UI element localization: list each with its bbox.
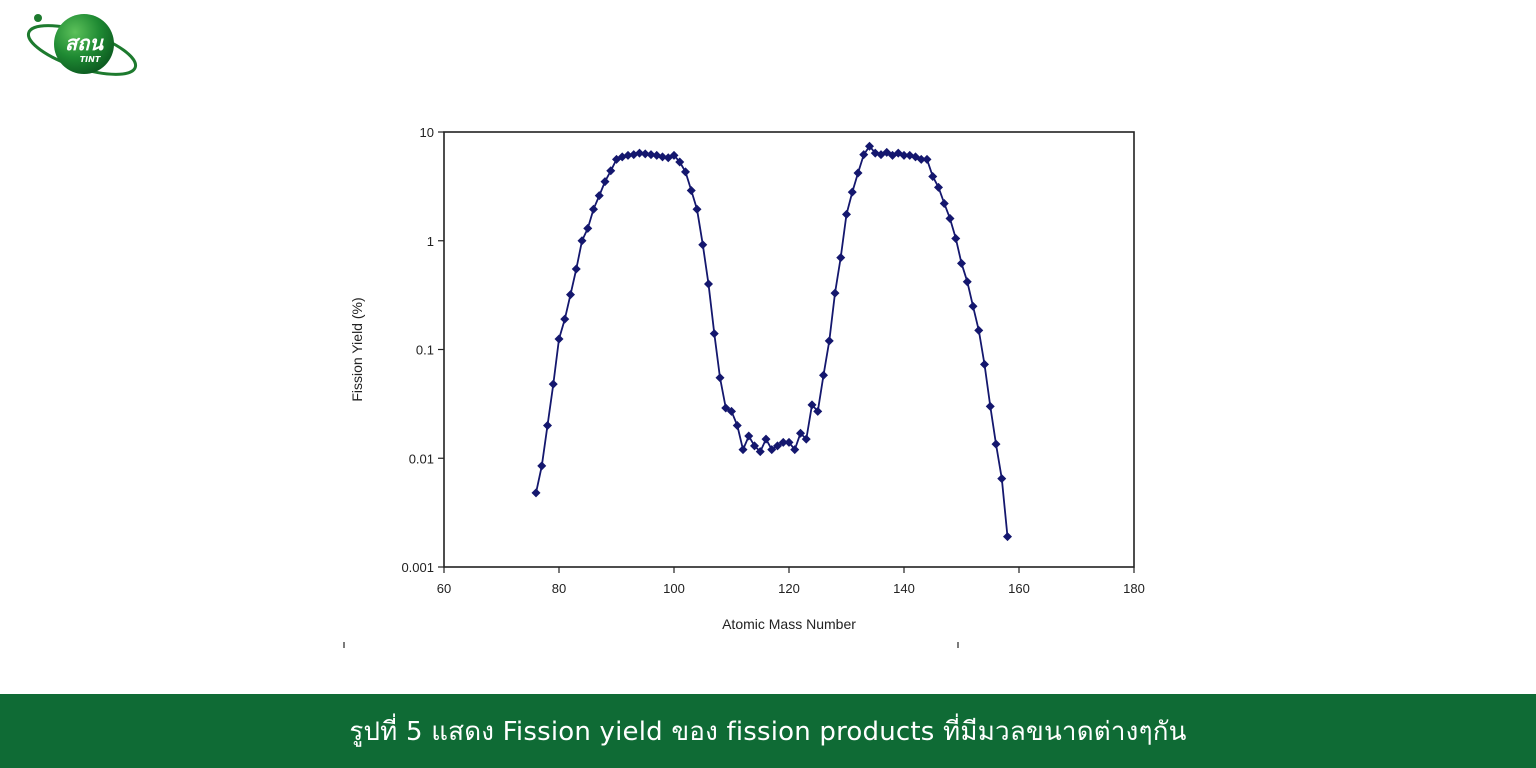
data-point [934,182,943,192]
data-point [853,168,863,178]
data-point [537,461,547,471]
y-tick-label: 10 [420,125,434,140]
data-point [566,290,575,300]
logo-text-sub: TINT [80,55,101,64]
fission-yield-chart: 60 80 100 120 140 160 180 0.001 0.01 0.1 1 10 Atomi… [330,110,1190,670]
data-point [727,406,736,416]
data-point [744,431,754,441]
x-tick-label: 80 [552,581,566,596]
data-point [686,185,696,195]
data-point [709,329,719,339]
x-tick-label: 100 [663,581,685,596]
data-point [778,437,788,447]
data-point [980,359,989,369]
y-tick-label: 0.01 [409,451,434,466]
data-point [1003,532,1012,542]
x-tick-label: 60 [437,581,451,596]
data-point [692,204,702,214]
data-point [842,209,851,219]
globe-orbit-logo-icon: สถน TINT [26,14,138,76]
data-point [859,150,869,160]
chart-svg: 60 80 100 120 140 160 180 0.001 0.01 0.1 1 10 Atomi… [343,125,1145,648]
y-tick-label: 1 [427,234,434,249]
data-point [548,379,558,389]
data-point [646,150,656,160]
data-point [968,301,978,311]
x-tick-label: 180 [1123,581,1145,596]
data-point [836,253,846,263]
x-tick-label: 140 [893,581,915,596]
data-point [847,187,857,197]
data-point [819,370,828,380]
data-point [985,401,995,411]
plot-frame [443,131,1135,568]
data-point [807,400,817,410]
data-point [773,441,782,451]
data-point [669,150,679,160]
data-point [824,336,834,346]
data-point [698,240,708,250]
data-point [916,154,926,164]
data-point [928,171,938,181]
data-point [750,441,759,451]
y-tick-label: 0.1 [416,343,434,358]
data-point [962,277,972,287]
caption-text: รูปที่ 5 แสดง Fission yield ของ fission … [349,716,1187,747]
data-point [571,264,581,274]
data-point [600,177,610,187]
series-line [535,145,1009,537]
data-point [577,236,587,246]
data-point [830,288,840,298]
data-point [865,141,874,151]
data-point [715,373,725,383]
data-point [899,150,909,160]
data-point [957,258,966,268]
data-point [813,406,823,416]
x-tick-label: 120 [778,581,800,596]
data-point [755,447,765,457]
data-point [796,428,805,438]
data-point [784,437,794,447]
data-point [658,152,667,162]
x-axis-label: Atomic Mass Number [722,616,856,632]
data-point [531,488,541,498]
data-point [790,445,800,455]
data-point [732,421,742,431]
data-point [922,154,932,164]
y-axis-label: Fission Yield (%) [349,297,365,401]
data-point [606,166,616,176]
x-tick-label: 160 [1008,581,1030,596]
data-point [594,191,604,201]
data-point [635,148,644,158]
data-point [997,474,1007,484]
data-point [560,314,570,324]
data-point [974,325,984,335]
data-point [991,439,1001,449]
data-point [681,167,690,177]
data-point [675,157,685,167]
y-tick-label: 0.001 [401,560,434,575]
caption-bar: รูปที่ 5 แสดง Fission yield ของ fission … [0,694,1536,768]
data-point [554,334,564,344]
data-point [951,233,961,243]
data-point [721,403,731,413]
data-point [801,434,811,444]
data-point [623,150,633,160]
data-point [543,421,552,431]
data-point [945,214,955,224]
data-point [589,204,598,214]
data-point [640,149,650,159]
data-point [663,153,673,163]
data-point [761,434,771,444]
data-point [704,279,713,289]
data-point [738,445,748,455]
data-point [583,223,593,233]
logo: สถน TINT [24,10,140,82]
logo-text-main: สถน [65,31,104,55]
data-point [905,150,915,160]
data-point [652,150,662,160]
data-point [767,445,777,455]
data-point [939,199,949,209]
